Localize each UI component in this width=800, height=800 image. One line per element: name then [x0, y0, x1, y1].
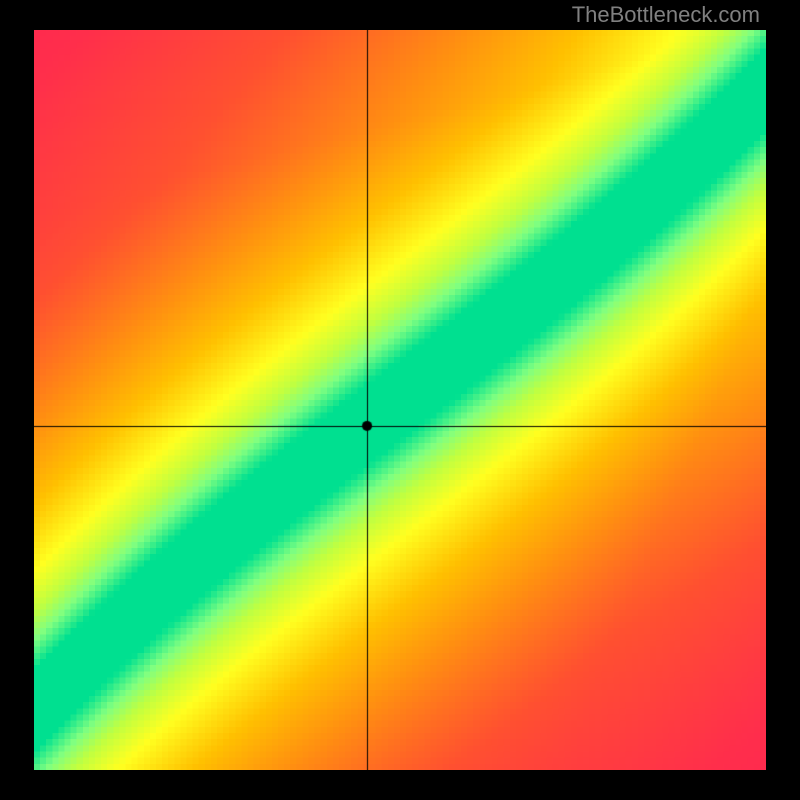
- heatmap-plot: [34, 30, 766, 770]
- watermark-label: TheBottleneck.com: [572, 2, 760, 28]
- chart-container: TheBottleneck.com: [0, 0, 800, 800]
